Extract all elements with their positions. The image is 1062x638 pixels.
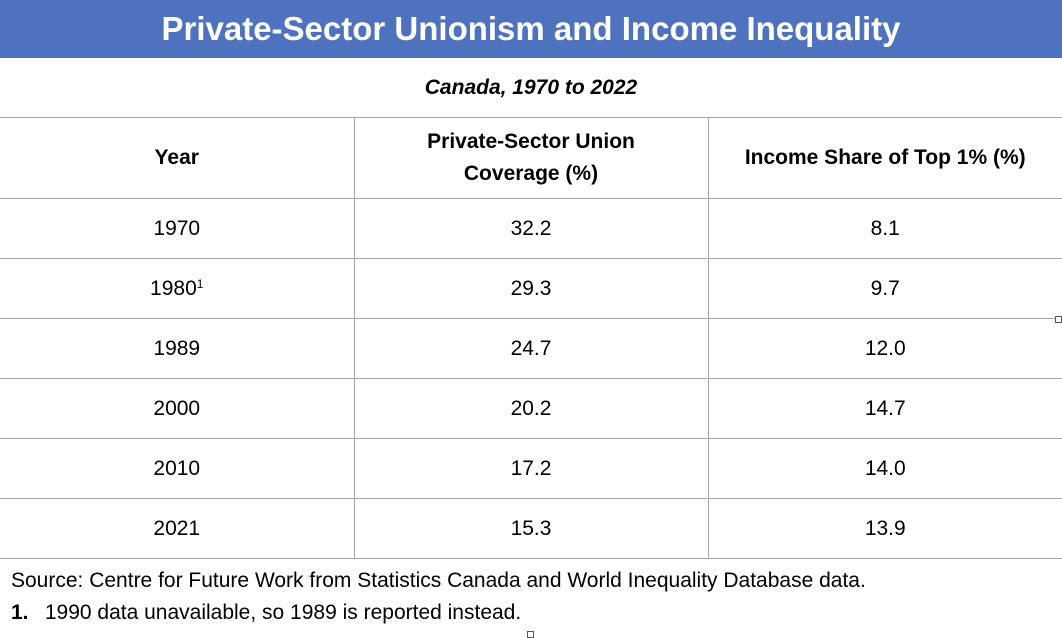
source-note: Source: Centre for Future Work from Stat… bbox=[11, 569, 866, 592]
header-union-coverage: Private-Sector Union Coverage (%) bbox=[353, 118, 709, 199]
header-income-share: Income Share of Top 1% (%) bbox=[707, 118, 1062, 199]
footnote-number: 1. bbox=[11, 601, 29, 624]
cell-union-coverage: 32.2 bbox=[353, 198, 709, 259]
cell-year: 19801 bbox=[0, 258, 355, 319]
table-row: 2000 20.2 14.7 bbox=[0, 378, 1062, 439]
cell-year: 2021 bbox=[0, 498, 355, 559]
year-value: 1989 bbox=[153, 336, 201, 360]
cell-income-share: 9.7 bbox=[707, 258, 1062, 319]
cell-income-share: 14.0 bbox=[707, 438, 1062, 499]
cell-year: 1989 bbox=[0, 318, 355, 379]
footnote-marker: 1 bbox=[196, 276, 204, 291]
footnote: 1. 1990 data unavailable, so 1989 is rep… bbox=[11, 598, 521, 628]
year-value: 2000 bbox=[153, 396, 201, 420]
table-row: 2010 17.2 14.0 bbox=[0, 438, 1062, 499]
table-row: 19801 29.3 9.7 bbox=[0, 258, 1062, 319]
header-year: Year bbox=[0, 118, 355, 199]
cell-year: 2000 bbox=[0, 378, 355, 439]
header-row: Year Private-Sector Union Coverage (%) I… bbox=[0, 118, 1062, 199]
cell-income-share: 12.0 bbox=[707, 318, 1062, 379]
year-value: 2010 bbox=[153, 456, 201, 480]
table-row: 2021 15.3 13.9 bbox=[0, 498, 1062, 559]
cell-income-share: 8.1 bbox=[707, 198, 1062, 259]
table-title: Private-Sector Unionism and Income Inequ… bbox=[0, 0, 1062, 58]
year-value: 1970 bbox=[153, 216, 201, 240]
cell-union-coverage: 20.2 bbox=[353, 378, 709, 439]
resize-handle-right[interactable] bbox=[1055, 316, 1062, 323]
cell-union-coverage: 17.2 bbox=[353, 438, 709, 499]
cell-income-share: 14.7 bbox=[707, 378, 1062, 439]
header-union-coverage-text: Private-Sector Union Coverage (%) bbox=[427, 130, 635, 185]
cell-union-coverage: 24.7 bbox=[353, 318, 709, 379]
table-subtitle: Canada, 1970 to 2022 bbox=[0, 58, 1062, 118]
cell-year: 2010 bbox=[0, 438, 355, 499]
table-row: 1970 32.2 8.1 bbox=[0, 198, 1062, 259]
resize-handle-bottom[interactable] bbox=[527, 631, 534, 638]
table-row: 1989 24.7 12.0 bbox=[0, 318, 1062, 379]
cell-union-coverage: 15.3 bbox=[353, 498, 709, 559]
year-value: 1980 bbox=[150, 276, 197, 300]
data-table: Year Private-Sector Union Coverage (%) I… bbox=[0, 118, 1062, 559]
cell-year: 1970 bbox=[0, 198, 355, 259]
cell-union-coverage: 29.3 bbox=[353, 258, 709, 319]
footnote-text: 1990 data unavailable, so 1989 is report… bbox=[44, 601, 522, 624]
year-value: 2021 bbox=[153, 516, 201, 540]
cell-income-share: 13.9 bbox=[707, 498, 1062, 559]
